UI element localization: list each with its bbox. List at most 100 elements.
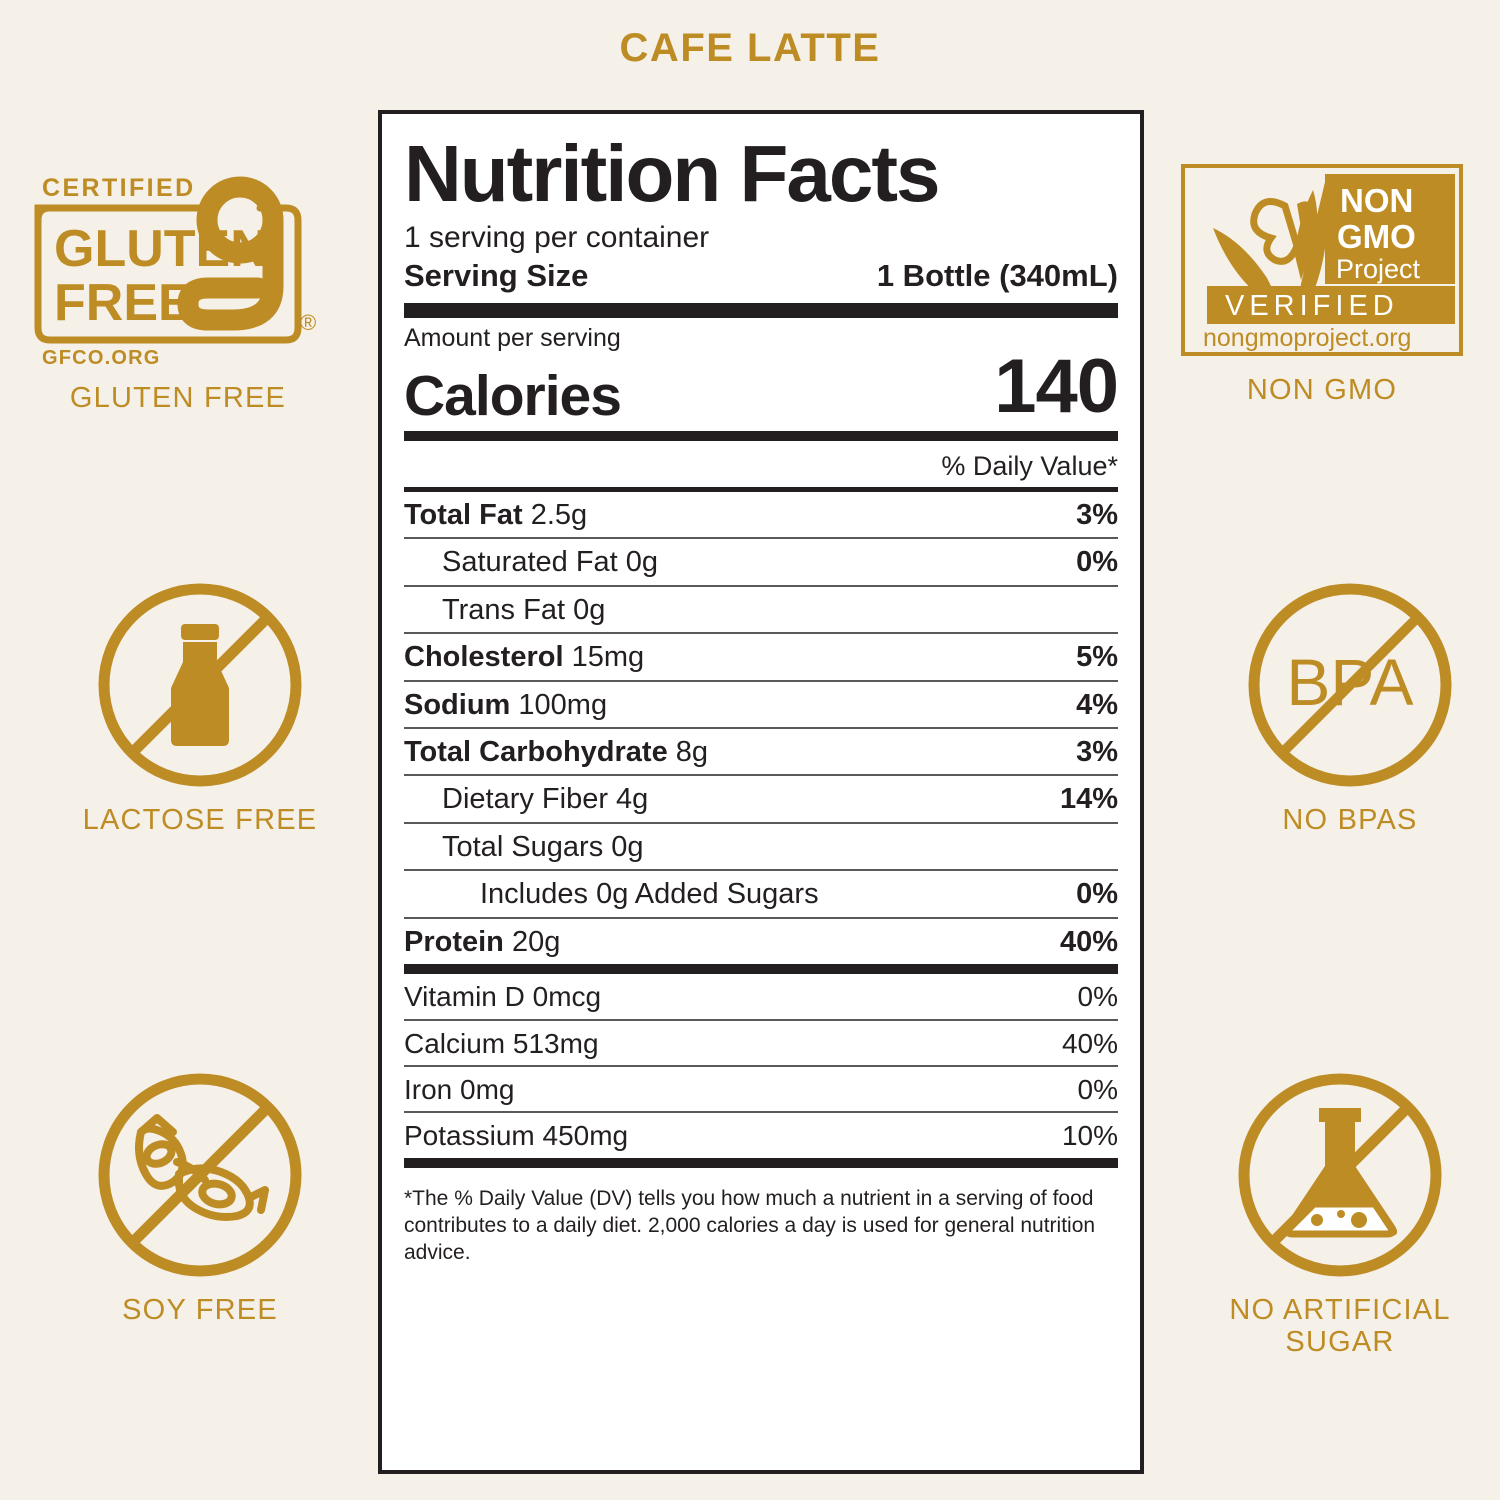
nutrient-row: Protein 20g 40% xyxy=(404,919,1118,964)
vitamin-row: Calcium 513mg 40% xyxy=(404,1021,1118,1065)
row-divider xyxy=(404,869,1118,872)
divider-below-protein xyxy=(404,964,1118,975)
calories-label: Calories xyxy=(404,363,622,428)
row-divider xyxy=(404,727,1118,730)
vitamin-row: Iron 0mg 0% xyxy=(404,1067,1118,1111)
divider-thick-calories xyxy=(404,430,1118,441)
non-gmo-url: nongmoproject.org xyxy=(1203,324,1411,352)
vitamin-rows: Vitamin D 0mcg 0% Calcium 513mg 40% Iron 0mg… xyxy=(404,974,1118,1157)
badge-soy-free-caption: SOY FREE xyxy=(122,1294,278,1326)
row-divider xyxy=(404,537,1118,540)
non-gmo-line1: NON xyxy=(1340,182,1413,219)
nutrient-row: Dietary Fiber 4g 14% xyxy=(404,776,1118,821)
non-gmo-line3: Project xyxy=(1336,254,1421,284)
nutrient-name: Saturated Fat 0g xyxy=(442,546,659,579)
serving-size-label: Serving Size xyxy=(404,257,589,293)
nutrient-row: Total Carbohydrate 8g 3% xyxy=(404,729,1118,774)
badge-no-bpas: BPA NO BPAS xyxy=(1200,580,1500,836)
gf-free-text: FREE xyxy=(54,274,193,332)
nutrient-name: Total Fat 2.5g xyxy=(404,498,588,531)
nutrient-name: Total Carbohydrate 8g xyxy=(404,736,709,769)
row-divider xyxy=(404,1111,1118,1114)
gfco-g-mark xyxy=(177,176,284,331)
vitamin-row: Vitamin D 0mcg 0% xyxy=(404,974,1118,1018)
gluten-free-logo: CERTIFIED GLUTEN FREE ® GFCO.ORG xyxy=(28,168,328,368)
vitamin-row: Potassium 450mg 10% xyxy=(404,1113,1118,1157)
gf-certified-text: CERTIFIED xyxy=(42,174,196,202)
row-divider xyxy=(404,632,1118,635)
non-gmo-verified-icon: NON GMO Project VERIFIED nongmoproject.o… xyxy=(1181,164,1463,356)
row-divider xyxy=(404,679,1118,682)
badge-lactose-free: LACTOSE FREE xyxy=(50,580,350,836)
gfco-certified-icon: CERTIFIED GLUTEN FREE ® GFCO.ORG xyxy=(34,174,316,368)
nutrition-facts-heading: Nutrition Facts xyxy=(404,129,940,218)
no-milk-bottle-icon xyxy=(98,583,302,787)
nutrient-row: Includes 0g Added Sugars 0% xyxy=(404,871,1118,916)
nutrient-daily-value: 5% xyxy=(1076,641,1118,674)
nutrient-name: Total Sugars 0g xyxy=(442,830,644,863)
nutrient-daily-value: 14% xyxy=(1059,783,1118,816)
vitamin-name: Calcium 513mg xyxy=(404,1027,599,1059)
nutrient-row: Cholesterol 15mg 5% xyxy=(404,634,1118,679)
row-divider xyxy=(404,1018,1118,1021)
nutrient-name: Trans Fat 0g xyxy=(442,593,606,626)
nutrient-name: Protein 20g xyxy=(404,925,561,958)
serving-size-value: 1 Bottle (340mL) xyxy=(876,257,1118,293)
vitamin-daily-value: 40% xyxy=(1061,1027,1118,1059)
daily-value-footnote: *The % Daily Value (DV) tells you how mu… xyxy=(404,1186,1096,1264)
nutrient-name: Includes 0g Added Sugars xyxy=(480,878,819,911)
row-divider xyxy=(404,584,1118,587)
badge-non-gmo-caption: NON GMO xyxy=(1246,374,1398,406)
badge-soy-free: SOY FREE xyxy=(50,1070,350,1326)
no-bpa-icon: BPA xyxy=(1248,583,1452,787)
butterfly-plant-icon xyxy=(1213,182,1328,312)
calories-row: Calories 140 xyxy=(404,343,1119,429)
badge-no-bpas-caption: NO BPAS xyxy=(1282,804,1418,836)
calories-value: 140 xyxy=(994,343,1119,429)
nutrient-daily-value: 0% xyxy=(1076,878,1118,911)
badge-lactose-free-caption: LACTOSE FREE xyxy=(82,804,318,836)
nutrient-daily-value: 4% xyxy=(1076,688,1118,721)
row-divider xyxy=(404,821,1118,824)
soybean-pods-shape xyxy=(135,1114,269,1221)
nutrient-daily-value: 0% xyxy=(1076,546,1118,579)
vitamin-name: Vitamin D 0mcg xyxy=(404,981,602,1013)
nutrient-daily-value: 3% xyxy=(1076,498,1118,531)
badge-non-gmo: NON GMO Project VERIFIED nongmoproject.o… xyxy=(1172,160,1472,406)
daily-value-header: % Daily Value* xyxy=(941,450,1118,481)
vitamin-daily-value: 0% xyxy=(1077,981,1118,1013)
badge-gluten-free-caption: GLUTEN FREE xyxy=(69,382,287,414)
divider-above-footnote xyxy=(404,1157,1118,1168)
vitamin-daily-value: 0% xyxy=(1077,1074,1118,1106)
non-gmo-verified: VERIFIED xyxy=(1225,290,1399,322)
row-divider xyxy=(404,916,1118,919)
row-divider xyxy=(404,774,1118,777)
nutrient-daily-value: 3% xyxy=(1076,736,1118,769)
nutrient-row: Saturated Fat 0g 0% xyxy=(404,539,1118,584)
vitamin-daily-value: 10% xyxy=(1061,1120,1118,1152)
divider-above-nutrients xyxy=(404,486,1118,492)
serving-size-row: Serving Size 1 Bottle (340mL) xyxy=(404,258,1118,295)
non-gmo-line2: GMO xyxy=(1337,218,1416,255)
page-title: CAFE LATTE xyxy=(619,26,881,70)
nutrient-row: Trans Fat 0g xyxy=(404,587,1118,632)
no-flask-icon xyxy=(1238,1073,1442,1277)
nutrient-row: Sodium 100mg 4% xyxy=(404,682,1118,727)
nutrient-row: Total Fat 2.5g 3% xyxy=(404,492,1118,537)
nutrient-name: Sodium 100mg xyxy=(404,688,608,721)
non-gmo-logo: NON GMO Project VERIFIED nongmoproject.o… xyxy=(1172,160,1472,360)
divider-thick-top xyxy=(404,303,1118,319)
vitamin-name: Iron 0mg xyxy=(404,1074,515,1106)
gf-registered-mark: ® xyxy=(300,310,316,335)
badge-gluten-free: CERTIFIED GLUTEN FREE ® GFCO.ORG GLUTEN … xyxy=(28,168,328,414)
row-divider xyxy=(404,1065,1118,1068)
gf-url-text: GFCO.ORG xyxy=(42,347,161,368)
servings-per-container: 1 serving per container xyxy=(404,221,710,254)
nutrition-facts-panel: Nutrition Facts 1 serving per container … xyxy=(378,110,1144,1474)
vitamin-name: Potassium 450mg xyxy=(404,1120,629,1152)
nutrient-row: Total Sugars 0g xyxy=(404,824,1118,869)
nutrient-daily-value: 40% xyxy=(1059,925,1118,958)
amount-per-serving-label: Amount per serving xyxy=(404,324,621,353)
badge-no-artificial-sugar: NO ARTIFICIAL SUGAR xyxy=(1190,1070,1490,1359)
nutrient-rows: Total Fat 2.5g 3% Saturated Fat 0g 0% Trans … xyxy=(404,492,1118,965)
